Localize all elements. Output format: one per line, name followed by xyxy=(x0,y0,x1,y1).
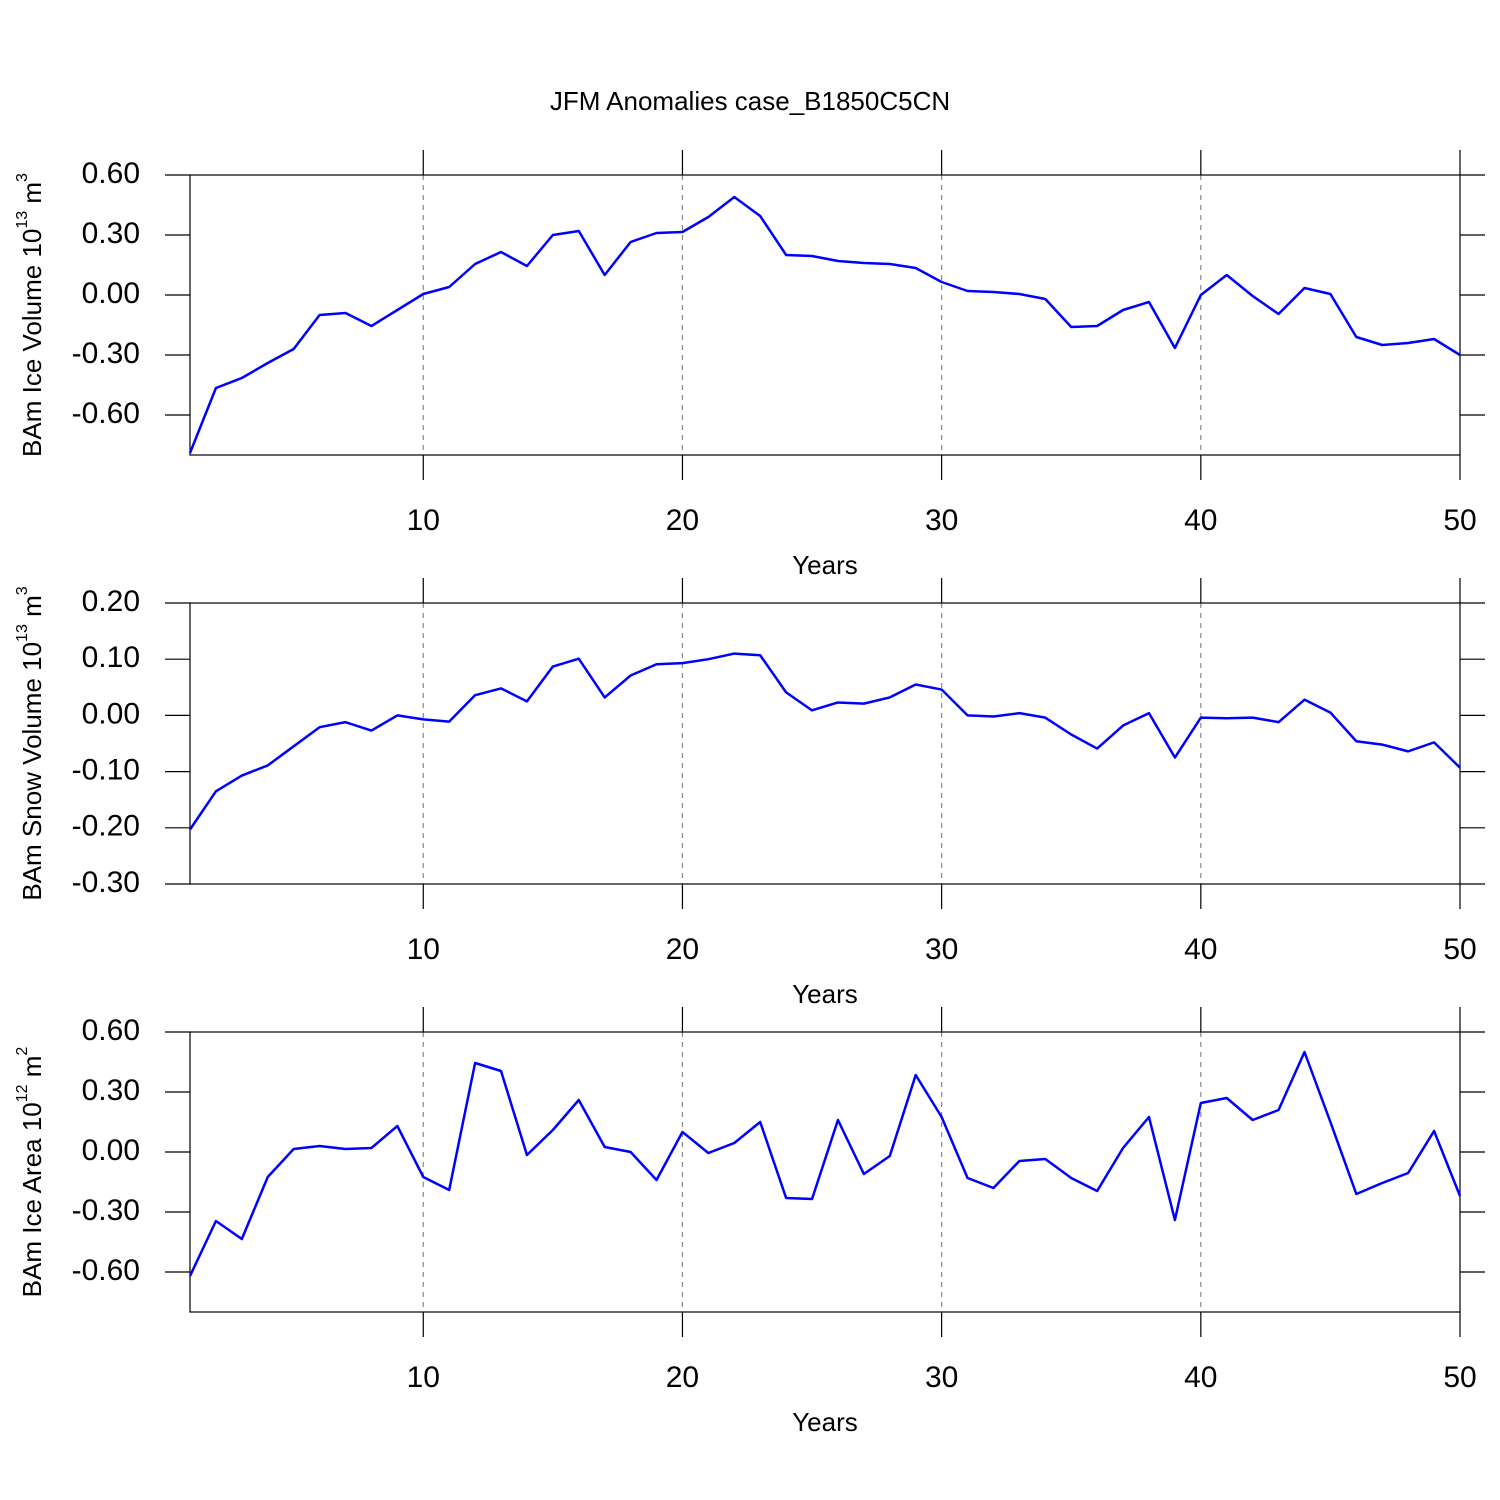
y-tick-label: 0.00 xyxy=(82,697,140,730)
x-tick-label: 20 xyxy=(666,933,699,966)
x-tick-label: 20 xyxy=(666,1361,699,1394)
y-tick-label: -0.30 xyxy=(72,337,140,370)
y-tick-label: 0.00 xyxy=(82,277,140,310)
panel: 10 20 30 40 50 0.60 0.30 0.00 -0.30 -0.60 Years BAm… xyxy=(14,1007,1485,1437)
y-axis-label-superscript: 2 xyxy=(14,1047,31,1056)
y-axis-label: BAm Ice Area 1012 m2 xyxy=(14,1047,47,1298)
y-tick-label: 0.00 xyxy=(82,1134,140,1167)
y-axis-label-superscript: 13 xyxy=(14,624,31,642)
panel: 10 20 30 40 50 0.20 0.10 0.00 -0.10 -0.20 -0.30 Yea… xyxy=(14,578,1485,1009)
x-tick-label: 30 xyxy=(925,933,958,966)
plot-frame xyxy=(189,1031,1461,1313)
x-tick-label: 40 xyxy=(1184,1361,1217,1394)
x-axis-label: Years xyxy=(792,979,858,1009)
data-line xyxy=(188,195,1461,454)
y-tick-label: 0.60 xyxy=(82,157,140,190)
x-tick-label: 10 xyxy=(407,1361,440,1394)
figure-title: JFM Anomalies case_B1850C5CN xyxy=(550,86,950,116)
y-tick-label: 0.30 xyxy=(82,1074,140,1107)
y-axis-label-part: BAm Ice Volume 10 xyxy=(17,229,47,457)
y-axis-label-superscript: 12 xyxy=(14,1084,31,1102)
x-axis-label: Years xyxy=(792,1407,858,1437)
x-tick-label: 30 xyxy=(925,504,958,537)
x-axis-label: Years xyxy=(792,550,858,580)
y-tick-label: 0.60 xyxy=(82,1014,140,1047)
y-axis-label-superscript: 13 xyxy=(14,211,31,229)
x-tick-label: 10 xyxy=(407,933,440,966)
y-tick-label: 0.10 xyxy=(82,641,140,674)
x-tick-label: 40 xyxy=(1184,504,1217,537)
x-tick-label: 40 xyxy=(1184,933,1217,966)
panel: 10 20 30 40 50 0.60 0.30 0.00 -0.30 -0.60 Years BAm… xyxy=(14,150,1485,580)
y-axis-label-part: m xyxy=(17,182,47,211)
x-tick-label: 50 xyxy=(1443,504,1476,537)
data-line xyxy=(188,652,1461,831)
x-tick-label: 10 xyxy=(407,504,440,537)
plot-frame xyxy=(189,174,1461,456)
y-axis-label-superscript: 3 xyxy=(14,173,31,182)
y-tick-label: -0.30 xyxy=(72,866,140,899)
y-axis-label-superscript: 3 xyxy=(14,586,31,595)
y-tick-label: 0.30 xyxy=(82,217,140,250)
y-axis-label-part: m xyxy=(17,1056,47,1085)
y-tick-label: 0.20 xyxy=(82,585,140,618)
x-tick-label: 20 xyxy=(666,504,699,537)
x-tick-label: 30 xyxy=(925,1361,958,1394)
data-line xyxy=(188,1050,1462,1277)
y-axis-label-part: BAm Snow Volume 10 xyxy=(17,642,47,901)
y-tick-label: -0.20 xyxy=(72,810,140,843)
y-tick-label: -0.10 xyxy=(72,754,140,787)
y-tick-label: -0.60 xyxy=(72,1254,140,1287)
x-tick-label: 50 xyxy=(1443,1361,1476,1394)
y-axis-label: BAm Ice Volume 1013 m3 xyxy=(14,173,47,457)
y-axis-label: BAm Snow Volume 1013 m3 xyxy=(14,586,47,900)
x-tick-label: 50 xyxy=(1443,933,1476,966)
plot-frame xyxy=(189,602,1461,885)
y-tick-label: -0.30 xyxy=(72,1194,140,1227)
y-tick-label: -0.60 xyxy=(72,397,140,430)
y-axis-label-part: m xyxy=(17,595,47,624)
y-axis-label-part: BAm Ice Area 10 xyxy=(17,1102,47,1297)
